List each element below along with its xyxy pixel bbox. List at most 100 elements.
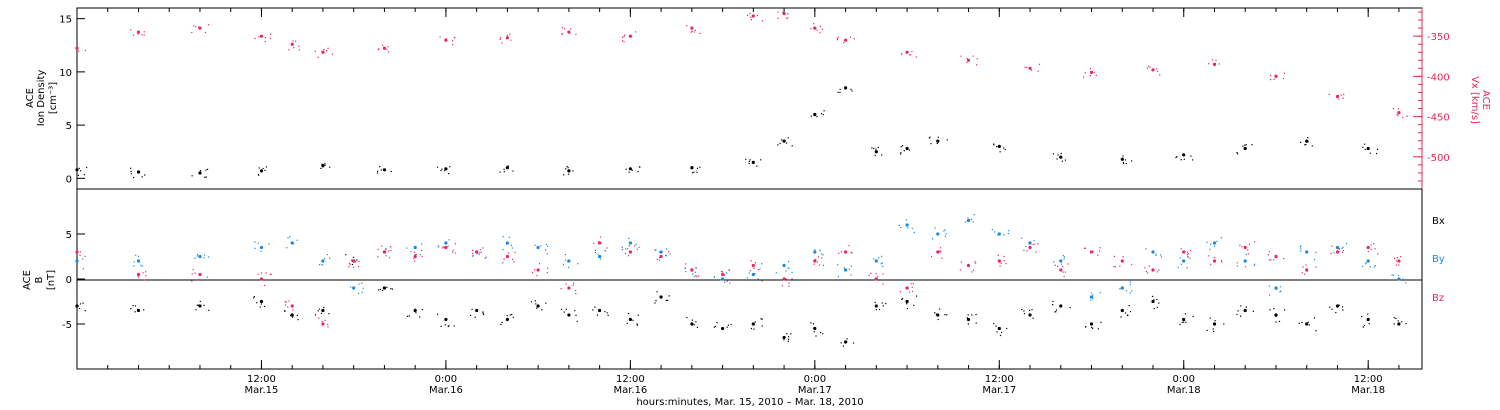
bottom-bx-sample (626, 322, 628, 324)
bottom-bz-sample (877, 275, 879, 278)
bottom-bz-sample (191, 273, 193, 275)
bottom-bz-sample (358, 260, 360, 262)
bottom-bz-sample (696, 276, 698, 278)
top-series-1-sample (1149, 66, 1151, 68)
bottom-bz-sample (654, 249, 656, 251)
top-series-1-sample (258, 36, 260, 38)
bottom-bz-sample (911, 290, 914, 292)
bottom-bz-sample (1239, 244, 1241, 246)
bottom-bz-sample (1003, 260, 1005, 262)
bottom-bx-sample (966, 317, 968, 319)
bottom-by-sample (326, 254, 329, 256)
bottom-by-sample (260, 247, 263, 249)
bottom-bz-sample (594, 249, 596, 251)
top-series-0-sample (449, 166, 451, 168)
top-series-1-sample (1342, 97, 1344, 99)
top-series-1-sample (787, 13, 789, 15)
top-series-1-sample (1282, 78, 1284, 80)
top-series-0-point (628, 167, 633, 171)
bottom-bx-sample (1368, 323, 1370, 325)
bottom-bx-sample (1240, 305, 1242, 307)
bottom-bx-sample (1393, 323, 1395, 325)
top-series-0-point (75, 168, 79, 172)
bottom-by-sample (945, 233, 947, 235)
bottom-bz-point (690, 268, 694, 272)
bottom-by-sample (568, 266, 570, 269)
bottom-bz-sample (575, 293, 577, 295)
bottom-bz-point (290, 304, 294, 308)
top-series-0-sample (1057, 154, 1059, 156)
bottom-bz-sample (1301, 272, 1303, 274)
bottom-bz-sample (479, 249, 482, 251)
bottom-bz-sample (1114, 266, 1116, 268)
bottom-bz-sample (390, 250, 392, 252)
bottom-by-sample (1279, 291, 1281, 293)
top-series-1-sample (853, 38, 855, 40)
bottom-bz-sample (685, 263, 687, 265)
bottom-bx-sample (1335, 312, 1337, 314)
bottom-ytick-label: 0 (66, 275, 72, 286)
top-series-1-sample (1037, 70, 1039, 72)
bottom-by-sample (907, 227, 909, 229)
axis-ticks-layer: 051015-350-400-450-500-50512:00Mar.150:0… (59, 8, 1450, 396)
bottom-bx-sample (1212, 328, 1214, 330)
bottom-by-sample (329, 257, 331, 259)
bottom-by-point (813, 250, 817, 254)
top-series-1-sample (747, 14, 749, 16)
bottom-bz-sample (1283, 258, 1285, 260)
bottom-bx-sample (996, 331, 998, 333)
top-series-0-point (1059, 155, 1063, 159)
top-series-1-sample (509, 33, 511, 35)
bottom-bz-sample (723, 274, 726, 276)
bottom-by-sample (972, 221, 974, 223)
bottom-bz-sample (79, 251, 81, 253)
bottom-bx-sample (506, 315, 508, 317)
top-series-1-sample (691, 30, 693, 32)
bottom-bx-sample (1363, 324, 1366, 327)
bottom-bx-sample (786, 333, 788, 335)
bottom-by-sample (141, 265, 143, 267)
bottom-by-sample (819, 249, 821, 251)
bottom-bx-sample (1128, 305, 1130, 307)
bottom-bx-sample (975, 313, 977, 316)
top-series-1-sample (84, 49, 86, 51)
bottom-by-sample (254, 247, 256, 249)
bottom-by-sample (472, 255, 474, 257)
bottom-bz-sample (1092, 250, 1094, 252)
top-series-0-sample (258, 167, 260, 169)
bottom-bz-point (444, 245, 448, 250)
bottom-bx-sample (753, 328, 755, 330)
bottom-bx-sample (575, 314, 577, 316)
bottom-bz-sample (441, 247, 444, 249)
bottom-by-sample (510, 244, 513, 246)
bottom-by-sample (1145, 248, 1147, 250)
bottom-bx-sample (846, 340, 848, 343)
bottom-bx-point (813, 326, 817, 331)
top-series-1-point (813, 26, 817, 30)
bottom-by-sample (638, 246, 640, 248)
bottom-bx-sample (668, 295, 670, 297)
bottom-bz-sample (941, 257, 943, 259)
top-series-0-sample (503, 168, 505, 170)
top-series-0-sample (141, 176, 143, 178)
bottom-bx-point (198, 304, 202, 308)
bottom-bx-sample (391, 288, 393, 290)
bottom-bx-sample (317, 310, 319, 312)
bottom-bz-sample (750, 260, 752, 262)
top-series-1-sample (264, 37, 266, 39)
bottom-by-sample (669, 253, 671, 255)
top-series-1-sample (143, 34, 145, 36)
top-series-0-sample (756, 165, 758, 167)
top-series-0-sample (749, 159, 751, 161)
bottom-bz-sample (269, 273, 271, 275)
bottom-bz-sample (321, 320, 323, 323)
bottom-bz-sample (476, 252, 478, 255)
bottom-bz-sample (145, 274, 147, 277)
bottom-by-sample (361, 291, 363, 293)
top-series-0-sample (1307, 137, 1309, 139)
bottom-bx-point (382, 286, 386, 290)
bottom-bz-sample (660, 256, 662, 258)
top-series-0-sample (503, 171, 505, 173)
bottom-by-sample (1023, 249, 1025, 251)
top-series-1-sample (1402, 116, 1404, 119)
